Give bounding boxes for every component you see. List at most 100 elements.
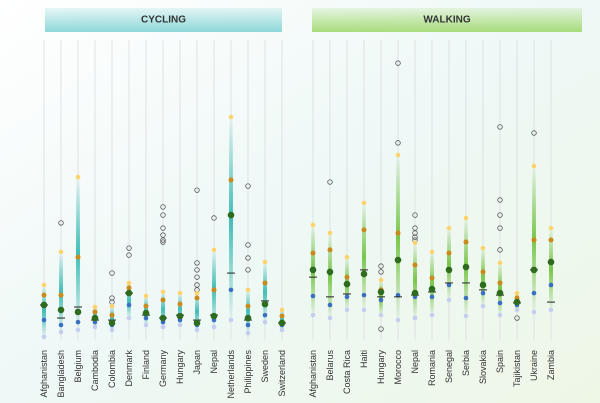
mean-point: [125, 289, 133, 297]
spread-band: [127, 282, 131, 319]
bottom-point: [58, 329, 64, 335]
upper-point: [531, 237, 537, 243]
mean-point: [411, 289, 419, 297]
category-label: Serbia: [461, 350, 471, 376]
mean-point: [40, 301, 48, 309]
spread-band: [161, 291, 165, 328]
bottom-point: [361, 307, 367, 313]
top-point: [109, 303, 115, 309]
spread-band: [246, 289, 250, 334]
upper-point: [262, 280, 268, 286]
outlier: [160, 237, 166, 243]
outlier: [412, 234, 418, 240]
outlier: [160, 204, 166, 210]
upper-point: [245, 303, 251, 309]
bottom-point: [41, 334, 47, 340]
category-label: Haiti: [359, 350, 369, 368]
spread-band: [59, 251, 63, 332]
lower-point: [228, 287, 234, 293]
category-label: Afghanistan: [39, 350, 49, 398]
top-point: [92, 304, 98, 310]
lower-point: [548, 282, 554, 288]
outlier: [109, 270, 115, 276]
category-label: Morocco: [393, 350, 403, 385]
upper-point: [143, 303, 149, 309]
outlier: [497, 197, 503, 203]
mean-point: [227, 211, 235, 219]
bottom-point: [211, 324, 217, 330]
top-point: [395, 152, 401, 158]
top-point: [310, 222, 316, 228]
top-point: [177, 290, 183, 296]
outlier: [378, 269, 384, 275]
bottom-point: [92, 324, 98, 330]
bottom-point: [412, 315, 418, 321]
spread-band: [263, 262, 267, 323]
top-point: [194, 290, 200, 296]
outlier: [497, 124, 503, 130]
lower-point: [41, 317, 47, 323]
bottom-point: [327, 315, 333, 321]
mean-point: [142, 309, 150, 317]
upper-point: [480, 269, 486, 275]
mean-point: [479, 281, 487, 289]
mean-point: [244, 314, 252, 322]
mean-point: [394, 256, 402, 264]
bottom-point: [143, 322, 149, 328]
outlier: [514, 315, 520, 321]
outlier: [497, 225, 503, 231]
mean-point: [326, 268, 334, 276]
lower-point: [143, 315, 149, 321]
top-point: [344, 254, 350, 260]
category-label: Switzerland: [277, 350, 287, 397]
outlier: [245, 242, 251, 248]
spread-band: [481, 248, 485, 307]
spread-band: [379, 280, 383, 316]
outlier: [497, 247, 503, 253]
bottom-point: [279, 327, 285, 333]
outlier: [160, 239, 166, 245]
top-point: [143, 293, 149, 299]
mean-point: [176, 312, 184, 320]
top-point: [327, 230, 333, 236]
outlier: [412, 230, 418, 236]
top-point: [446, 225, 452, 231]
lower-point: [58, 322, 64, 328]
mean-point: [462, 263, 470, 271]
upper-point: [497, 280, 503, 286]
outlier: [245, 255, 251, 261]
panel-header: [45, 8, 282, 32]
top-point: [228, 114, 234, 120]
top-point: [463, 215, 469, 221]
mean-point: [547, 258, 555, 266]
top-point: [361, 200, 367, 206]
upper-point: [429, 275, 435, 281]
spread-band: [549, 228, 553, 310]
upper-point: [126, 285, 132, 291]
outlier: [160, 212, 166, 218]
top-point: [514, 290, 520, 296]
lower-point: [361, 292, 367, 298]
category-label: Sweden: [260, 350, 270, 383]
top-point: [262, 259, 268, 265]
outlier: [211, 215, 217, 221]
mean-point: [530, 266, 538, 274]
lower-point: [480, 290, 486, 296]
outlier: [126, 252, 132, 258]
category-label: Tajikistan: [512, 350, 522, 387]
category-label: Spain: [495, 350, 505, 373]
upper-point: [228, 177, 234, 183]
top-point: [531, 163, 537, 169]
outlier: [194, 274, 200, 280]
bottom-point: [109, 327, 115, 333]
bottom-point: [344, 307, 350, 313]
category-label: Japan: [192, 350, 202, 375]
upper-point: [279, 313, 285, 319]
top-point: [412, 240, 418, 246]
spread-band: [396, 155, 400, 321]
top-point: [548, 225, 554, 231]
bottom-point: [548, 307, 554, 313]
bottom-point: [531, 309, 537, 315]
bottom-point: [310, 312, 316, 318]
